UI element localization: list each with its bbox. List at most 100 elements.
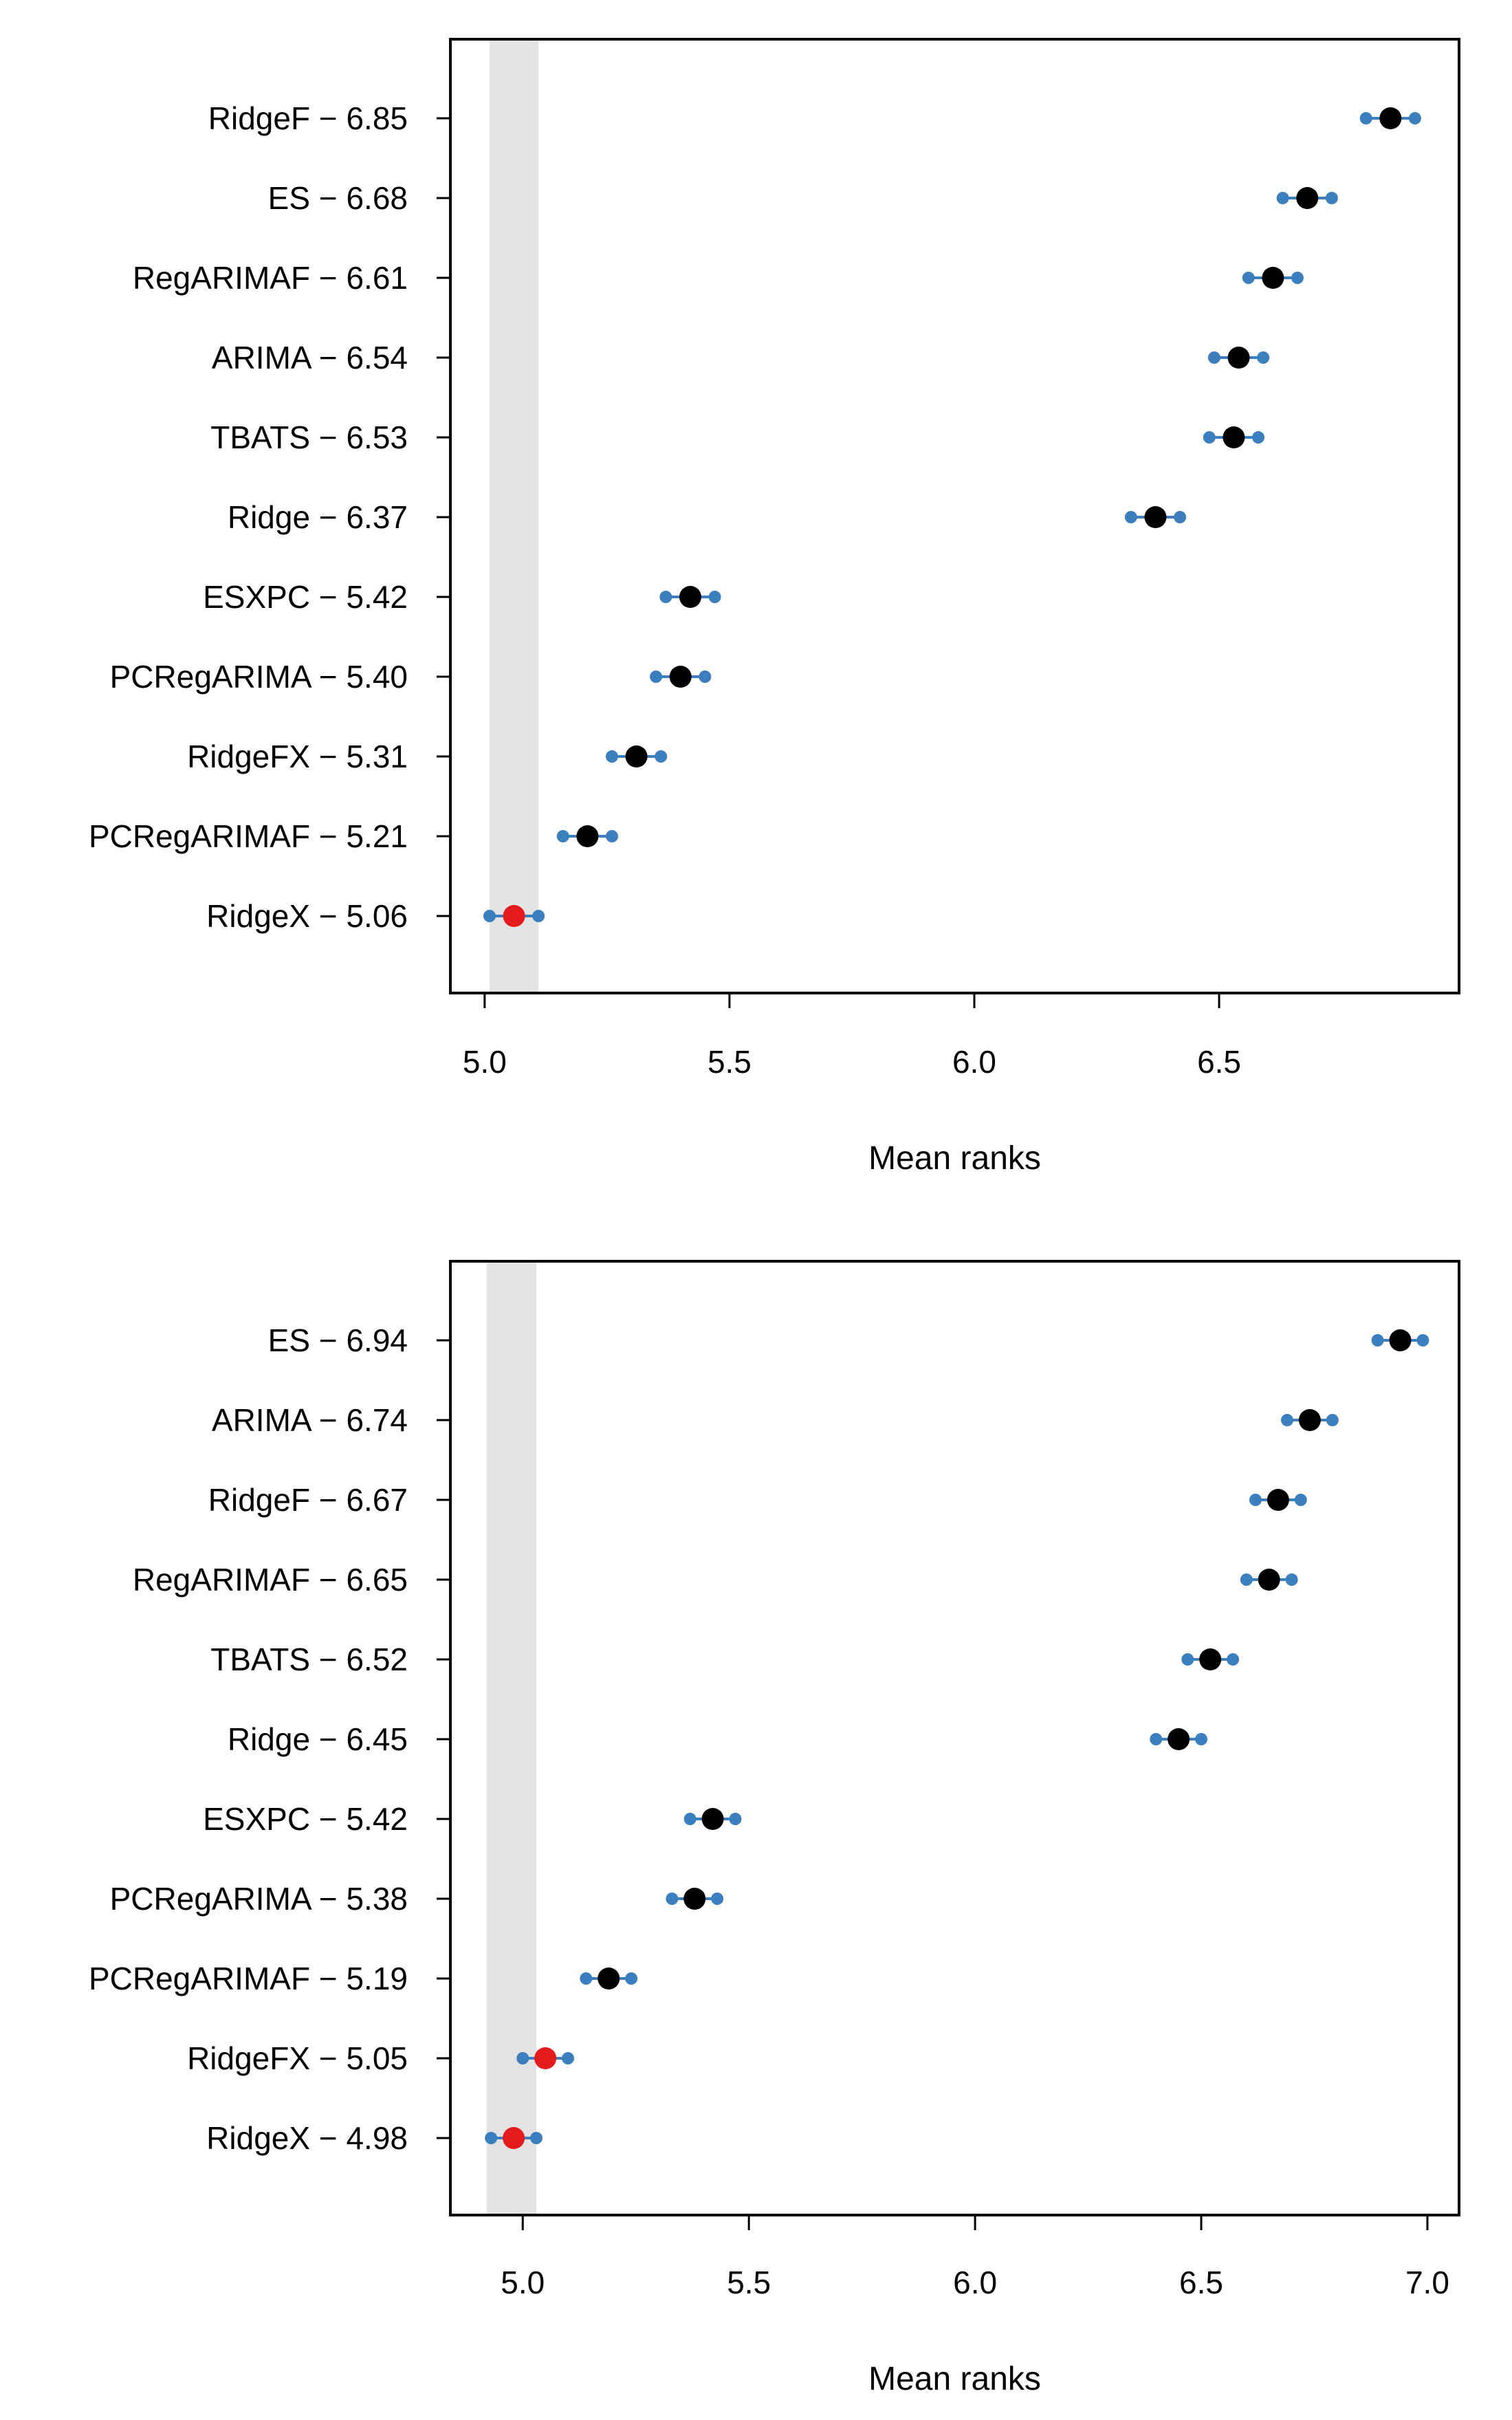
critical-band xyxy=(486,1263,536,2214)
mean-rank-point xyxy=(1227,347,1250,369)
method-label: Ridge − 6.45 xyxy=(228,1721,408,1757)
method-label: PCRegARIMAF − 5.21 xyxy=(89,818,408,854)
mean-rank-point xyxy=(1223,426,1245,448)
interval-lower-point xyxy=(1181,1653,1194,1666)
method-label: ES − 6.94 xyxy=(268,1322,408,1358)
x-tick-label: 6.5 xyxy=(1179,2265,1223,2300)
x-tick-label: 7.0 xyxy=(1405,2265,1449,2300)
mean-rank-point xyxy=(625,745,648,767)
interval-upper-point xyxy=(1408,112,1421,124)
mean-rank-point xyxy=(576,825,599,847)
interval-upper-point xyxy=(529,2132,543,2144)
x-axis-title: Mean ranks xyxy=(868,1140,1041,1177)
interval-lower-point xyxy=(650,671,663,683)
interval-lower-point xyxy=(485,2132,498,2144)
interval-upper-point xyxy=(1227,1653,1240,1666)
interval-upper-point xyxy=(1326,1414,1339,1426)
method-label: Ridge − 6.37 xyxy=(228,499,408,535)
interval-lower-point xyxy=(1150,1733,1163,1745)
method-label: ARIMA − 6.74 xyxy=(212,1402,408,1438)
interval-lower-point xyxy=(1371,1334,1384,1347)
interval-upper-point xyxy=(606,830,619,842)
interval-upper-point xyxy=(1195,1733,1208,1745)
mean-rank-point xyxy=(1267,1489,1289,1511)
interval-upper-point xyxy=(655,750,668,763)
mean-rank-point xyxy=(683,1888,706,1910)
interval-upper-point xyxy=(1416,1334,1429,1347)
mean-rank-point xyxy=(1199,1648,1222,1670)
plot-frame xyxy=(449,1260,1460,2216)
method-label: PCRegARIMA − 5.38 xyxy=(110,1881,408,1917)
interval-upper-point xyxy=(1252,431,1265,444)
method-label: RegARIMAF − 6.65 xyxy=(133,1562,408,1598)
interval-upper-point xyxy=(711,1893,724,1905)
interval-lower-point xyxy=(1249,1494,1262,1506)
interval-lower-point xyxy=(683,1813,697,1825)
mean-rank-point xyxy=(701,1808,724,1830)
interval-lower-point xyxy=(1276,192,1289,204)
mean-rank-point xyxy=(1168,1728,1190,1750)
interval-lower-point xyxy=(516,2052,529,2064)
mean-rank-point xyxy=(1144,506,1167,528)
mean-rank-point xyxy=(669,666,692,688)
method-label: ESXPC − 5.42 xyxy=(203,579,408,615)
method-label: PCRegARIMAF − 5.19 xyxy=(89,1961,408,1996)
method-label: TBATS − 6.53 xyxy=(210,419,408,455)
method-label: RidgeX − 4.98 xyxy=(206,2120,408,2156)
interval-upper-point xyxy=(729,1813,742,1825)
method-label: RidgeF − 6.67 xyxy=(208,1482,408,1518)
best-mean-rank-point xyxy=(534,2047,557,2069)
interval-lower-point xyxy=(580,1972,593,1985)
interval-lower-point xyxy=(1281,1414,1294,1426)
interval-upper-point xyxy=(625,1972,638,1985)
x-tick-label: 6.0 xyxy=(953,2265,997,2300)
plot-frame xyxy=(449,38,1460,994)
interval-upper-point xyxy=(1174,511,1187,523)
mean-rank-point xyxy=(598,1967,620,1990)
method-label: RidgeX − 5.06 xyxy=(206,898,408,934)
interval-upper-point xyxy=(1285,1573,1298,1586)
x-tick-label: 5.5 xyxy=(727,2265,771,2300)
x-tick-label: 5.5 xyxy=(708,1044,752,1080)
method-label: PCRegARIMA − 5.40 xyxy=(110,659,408,695)
mean-rank-point xyxy=(1262,267,1284,289)
interval-upper-point xyxy=(1325,192,1338,204)
interval-lower-point xyxy=(659,591,672,603)
interval-lower-point xyxy=(1207,351,1220,364)
interval-lower-point xyxy=(606,750,619,763)
interval-upper-point xyxy=(532,910,545,922)
interval-upper-point xyxy=(562,2052,575,2064)
interval-upper-point xyxy=(1257,351,1270,364)
interval-lower-point xyxy=(1359,112,1372,124)
critical-band xyxy=(489,41,539,992)
interval-upper-point xyxy=(1294,1494,1307,1506)
best-mean-rank-point xyxy=(503,2127,525,2149)
best-mean-rank-point xyxy=(503,905,525,927)
interval-lower-point xyxy=(1203,431,1216,444)
mean-rank-point xyxy=(1379,107,1402,129)
mean-rank-point xyxy=(1389,1329,1412,1351)
method-label: RidgeFX − 5.05 xyxy=(187,2040,408,2076)
method-label: ES − 6.68 xyxy=(268,180,408,216)
x-tick-label: 5.0 xyxy=(463,1044,507,1080)
interval-upper-point xyxy=(699,671,712,683)
mean-rank-point xyxy=(679,586,701,608)
method-label: RidgeF − 6.85 xyxy=(208,100,408,136)
interval-lower-point xyxy=(483,910,496,922)
method-label: ESXPC − 5.42 xyxy=(203,1801,408,1837)
interval-upper-point xyxy=(1291,272,1304,284)
method-label: RidgeFX − 5.31 xyxy=(187,739,408,774)
x-tick-label: 5.0 xyxy=(501,2265,545,2300)
mean-rank-point xyxy=(1296,187,1319,209)
panel-bottom: ES − 6.94 ARIMA − 6.74 RidgeF − 6.67 RegARI… xyxy=(89,1260,1460,2397)
x-axis-title: Mean ranks xyxy=(868,2361,1041,2397)
x-tick-label: 6.5 xyxy=(1197,1044,1241,1080)
interval-lower-point xyxy=(1124,511,1137,523)
interval-upper-point xyxy=(708,591,721,603)
mean-rank-point xyxy=(1258,1569,1280,1591)
interval-lower-point xyxy=(1240,1573,1253,1586)
interval-lower-point xyxy=(666,1893,679,1905)
x-tick-label: 6.0 xyxy=(952,1044,996,1080)
method-label: RegARIMAF − 6.61 xyxy=(133,260,408,296)
